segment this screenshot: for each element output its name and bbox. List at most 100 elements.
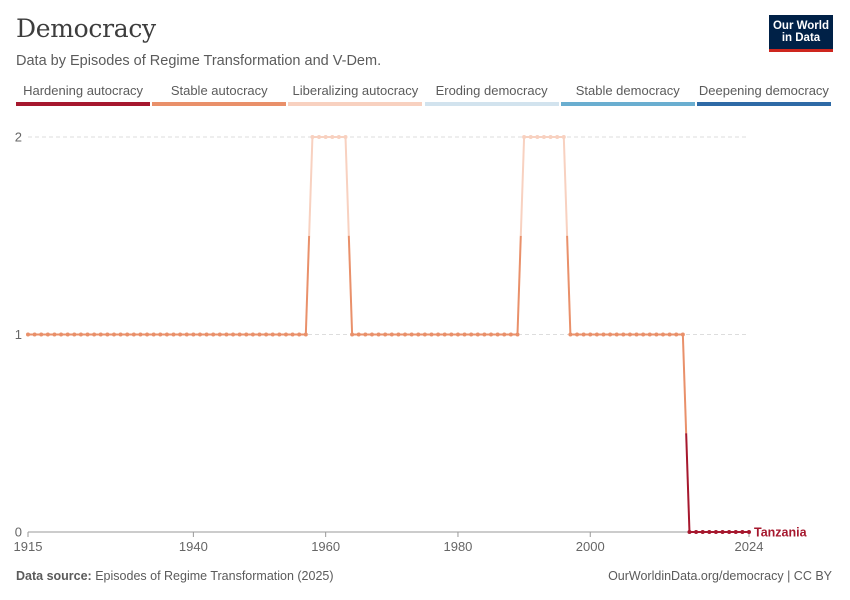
data-point[interactable] xyxy=(455,332,460,337)
data-point[interactable] xyxy=(694,530,699,534)
data-point[interactable] xyxy=(72,332,77,337)
data-point[interactable] xyxy=(264,332,269,337)
data-point[interactable] xyxy=(131,332,136,337)
data-point[interactable] xyxy=(317,135,322,139)
data-point[interactable] xyxy=(59,332,64,337)
data-point[interactable] xyxy=(125,332,130,337)
data-point[interactable] xyxy=(283,332,288,337)
data-point[interactable] xyxy=(65,332,70,337)
data-point[interactable] xyxy=(482,332,487,337)
data-point[interactable] xyxy=(422,332,427,337)
data-point[interactable] xyxy=(363,332,368,337)
data-point[interactable] xyxy=(575,332,580,337)
data-point[interactable] xyxy=(588,332,593,337)
data-point[interactable] xyxy=(310,135,315,139)
data-point[interactable] xyxy=(608,332,613,337)
data-point[interactable] xyxy=(350,332,355,337)
data-point[interactable] xyxy=(502,332,507,337)
data-point[interactable] xyxy=(495,332,500,337)
data-point[interactable] xyxy=(462,332,467,337)
data-point[interactable] xyxy=(164,332,169,337)
data-point[interactable] xyxy=(621,332,626,337)
data-point[interactable] xyxy=(713,530,718,534)
data-point[interactable] xyxy=(747,530,751,534)
data-point[interactable] xyxy=(707,530,712,534)
data-point[interactable] xyxy=(687,530,692,534)
data-point[interactable] xyxy=(720,530,725,534)
data-point[interactable] xyxy=(376,332,381,337)
data-point[interactable] xyxy=(204,332,209,337)
data-point[interactable] xyxy=(396,332,401,337)
data-point[interactable] xyxy=(330,135,335,139)
data-point[interactable] xyxy=(250,332,255,337)
data-point[interactable] xyxy=(237,332,242,337)
data-point[interactable] xyxy=(45,332,50,337)
data-point[interactable] xyxy=(555,135,560,139)
data-point[interactable] xyxy=(634,332,639,337)
data-point[interactable] xyxy=(151,332,156,337)
data-point[interactable] xyxy=(191,332,196,337)
data-point[interactable] xyxy=(436,332,441,337)
data-point[interactable] xyxy=(740,530,745,534)
data-point[interactable] xyxy=(541,135,546,139)
data-point[interactable] xyxy=(654,332,659,337)
data-point[interactable] xyxy=(733,530,738,534)
data-point[interactable] xyxy=(257,332,262,337)
data-point[interactable] xyxy=(581,332,586,337)
data-point[interactable] xyxy=(528,135,533,139)
data-point[interactable] xyxy=(475,332,480,337)
data-point[interactable] xyxy=(727,530,732,534)
data-point[interactable] xyxy=(568,332,573,337)
data-point[interactable] xyxy=(369,332,374,337)
data-point[interactable] xyxy=(297,332,302,337)
data-point[interactable] xyxy=(389,332,394,337)
data-point[interactable] xyxy=(548,135,553,139)
data-point[interactable] xyxy=(111,332,116,337)
data-point[interactable] xyxy=(409,332,414,337)
data-point[interactable] xyxy=(429,332,434,337)
data-point[interactable] xyxy=(442,332,447,337)
legend-item-stable-democracy[interactable]: Stable democracy xyxy=(560,82,695,106)
data-point[interactable] xyxy=(416,332,421,337)
data-point[interactable] xyxy=(231,332,236,337)
data-point[interactable] xyxy=(290,332,295,337)
legend-item-stable-autocracy[interactable]: Stable autocracy xyxy=(152,82,287,106)
data-point[interactable] xyxy=(118,332,123,337)
data-point[interactable] xyxy=(92,332,97,337)
data-point[interactable] xyxy=(627,332,632,337)
data-point[interactable] xyxy=(641,332,646,337)
data-point[interactable] xyxy=(323,135,328,139)
data-point[interactable] xyxy=(78,332,83,337)
data-point[interactable] xyxy=(277,332,282,337)
data-point[interactable] xyxy=(224,332,229,337)
data-point[interactable] xyxy=(171,332,176,337)
data-point[interactable] xyxy=(184,332,189,337)
data-point[interactable] xyxy=(336,135,341,139)
data-point[interactable] xyxy=(469,332,474,337)
data-point[interactable] xyxy=(32,332,37,337)
data-point[interactable] xyxy=(594,332,599,337)
data-source-text[interactable]: Episodes of Regime Transformation (2025) xyxy=(95,569,334,583)
data-point[interactable] xyxy=(244,332,249,337)
data-point[interactable] xyxy=(489,332,494,337)
data-point[interactable] xyxy=(52,332,57,337)
data-point[interactable] xyxy=(217,332,222,337)
data-point[interactable] xyxy=(522,135,527,139)
data-point[interactable] xyxy=(508,332,513,337)
data-point[interactable] xyxy=(700,530,705,534)
data-point[interactable] xyxy=(535,135,540,139)
data-point[interactable] xyxy=(601,332,606,337)
legend-item-hardening-autocracy[interactable]: Hardening autocracy xyxy=(16,82,151,106)
data-point[interactable] xyxy=(85,332,90,337)
footer-link[interactable]: OurWorldinData.org/democracy | CC BY xyxy=(608,569,832,583)
legend-item-liberalizing-autocracy[interactable]: Liberalizing autocracy xyxy=(288,82,423,106)
data-point[interactable] xyxy=(105,332,110,337)
data-point[interactable] xyxy=(356,332,361,337)
data-point[interactable] xyxy=(449,332,454,337)
data-point[interactable] xyxy=(98,332,103,337)
legend-item-eroding-democracy[interactable]: Eroding democracy xyxy=(424,82,559,106)
data-point[interactable] xyxy=(661,332,666,337)
data-point[interactable] xyxy=(614,332,619,337)
data-point[interactable] xyxy=(647,332,652,337)
data-point[interactable] xyxy=(158,332,163,337)
